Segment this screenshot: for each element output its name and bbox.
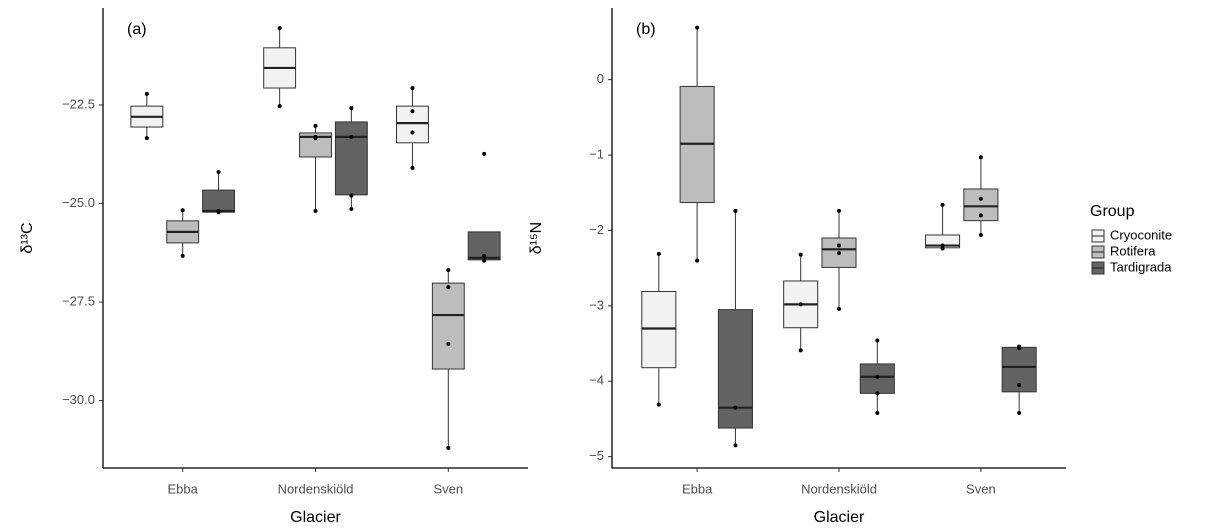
data-point <box>446 285 451 290</box>
data-point <box>482 253 487 258</box>
y-tick-label: −27.5 <box>62 293 95 308</box>
data-point <box>978 196 983 201</box>
y-tick-label: −30.0 <box>62 392 95 407</box>
y-tick-label: −3 <box>589 297 604 312</box>
data-point <box>144 136 149 141</box>
x-tick-label: Sven <box>433 481 463 496</box>
box <box>334 121 368 196</box>
y-axis-label: δ¹³C <box>19 222 36 253</box>
data-point <box>733 208 738 213</box>
data-point <box>446 341 451 346</box>
data-point <box>798 302 803 307</box>
y-tick-label: −1 <box>589 146 604 161</box>
data-point <box>313 123 318 128</box>
data-point <box>733 443 738 448</box>
x-tick-label: Ebba <box>682 481 713 496</box>
box <box>717 309 753 429</box>
data-point <box>349 134 354 139</box>
data-point <box>349 193 354 198</box>
data-point <box>940 246 945 251</box>
x-axis-label: Glacier <box>814 509 865 526</box>
y-tick-label: −22.5 <box>62 96 95 111</box>
data-point <box>349 207 354 212</box>
data-point <box>978 213 983 218</box>
y-tick-label: −5 <box>589 448 604 463</box>
data-point <box>277 104 282 109</box>
x-tick-label: Sven <box>966 481 996 496</box>
data-point <box>1017 383 1022 388</box>
data-point <box>940 243 945 248</box>
data-point <box>482 151 487 156</box>
y-tick-label: −2 <box>589 222 604 237</box>
data-point <box>695 258 700 263</box>
x-tick-label: Nordenskiöld <box>801 481 877 496</box>
data-point <box>940 202 945 207</box>
data-point <box>798 252 803 257</box>
data-point <box>180 208 185 213</box>
data-point <box>837 243 841 248</box>
box <box>641 291 677 369</box>
data-point <box>875 338 880 343</box>
legend-label: Tardigrada <box>1110 259 1172 274</box>
x-tick-label: Ebba <box>168 481 199 496</box>
data-point <box>837 306 841 311</box>
box <box>202 189 235 213</box>
y-axis-label: δ¹⁵N <box>528 222 545 254</box>
y-tick-label: 0 <box>597 71 604 86</box>
data-point <box>656 402 661 407</box>
data-point <box>1017 410 1022 415</box>
data-point <box>482 258 487 263</box>
data-point <box>216 169 221 174</box>
data-point <box>277 26 282 31</box>
panel-label: (a) <box>127 21 147 38</box>
box <box>1001 346 1037 393</box>
x-axis-label: Glacier <box>290 509 341 526</box>
data-point <box>349 106 354 111</box>
data-point <box>978 232 983 237</box>
data-point <box>837 208 841 213</box>
y-tick-label: −4 <box>589 373 604 388</box>
data-point <box>313 136 318 141</box>
legend-label: Cryoconite <box>1110 227 1172 242</box>
data-point <box>216 210 221 215</box>
data-point <box>978 155 983 160</box>
legend-label: Rotifera <box>1110 243 1156 258</box>
data-point <box>1017 346 1022 351</box>
data-point <box>313 208 318 213</box>
data-point <box>798 348 803 353</box>
data-point <box>144 91 149 96</box>
legend-title: Group <box>1090 203 1135 220</box>
data-point <box>875 374 880 379</box>
data-point <box>837 251 841 256</box>
data-point <box>695 25 700 30</box>
data-point <box>446 445 451 450</box>
data-point <box>410 130 415 135</box>
data-point <box>875 391 880 396</box>
data-point <box>410 86 415 91</box>
data-point <box>410 109 415 114</box>
x-tick-label: Nordenskiöld <box>278 481 354 496</box>
data-point <box>733 405 738 410</box>
data-point <box>656 251 661 256</box>
data-point <box>410 166 415 171</box>
data-point <box>875 410 880 415</box>
data-point <box>180 253 185 258</box>
data-point <box>446 268 451 273</box>
panel-label: (b) <box>636 21 656 38</box>
box <box>431 282 465 370</box>
y-tick-label: −25.0 <box>62 195 95 210</box>
